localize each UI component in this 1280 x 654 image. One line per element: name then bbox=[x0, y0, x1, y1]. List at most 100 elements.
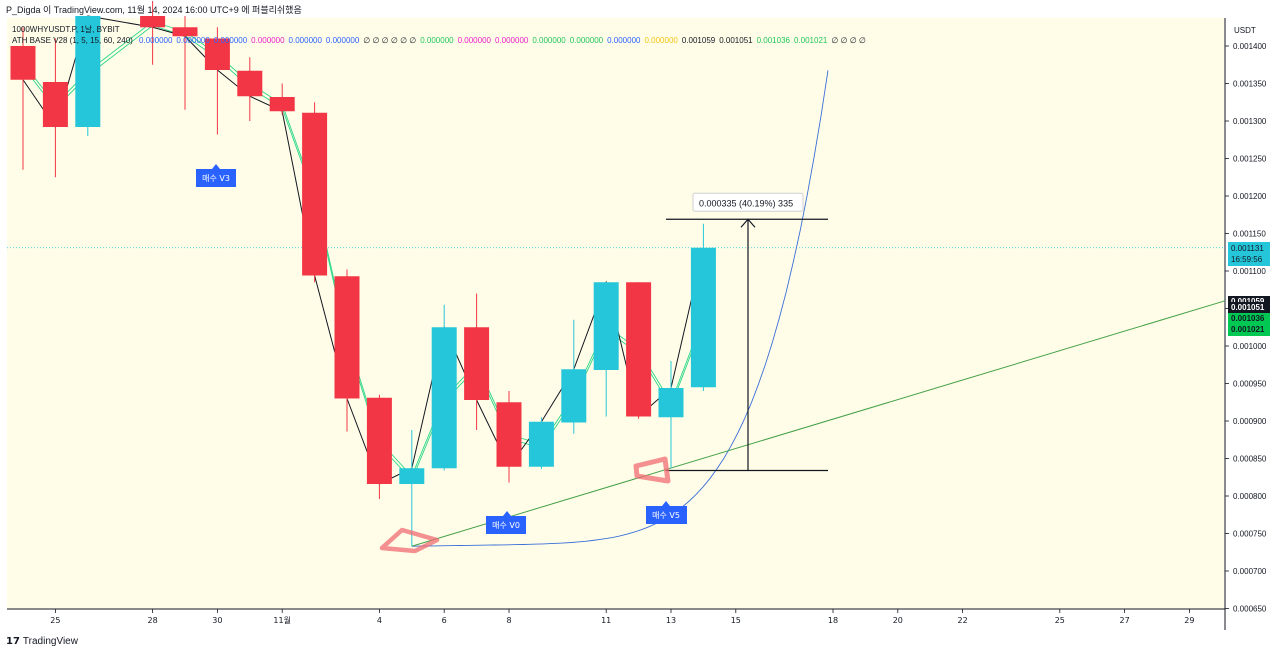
candle bbox=[140, 1, 166, 65]
hand-drawn-markers bbox=[379, 456, 671, 554]
y-tick-label: 0.000900 bbox=[1233, 417, 1267, 426]
candle-body bbox=[75, 16, 101, 127]
y-tick-label: 0.001000 bbox=[1233, 342, 1267, 351]
candle bbox=[10, 27, 36, 170]
brand-name: TradingView bbox=[22, 636, 78, 647]
candle bbox=[593, 282, 619, 417]
candle bbox=[237, 57, 263, 121]
x-tick-label: 27 bbox=[1120, 616, 1130, 625]
candle bbox=[172, 16, 198, 110]
candle-body bbox=[140, 16, 166, 28]
y-tick-label: 0.001150 bbox=[1233, 230, 1266, 239]
x-tick-label: 11월 bbox=[273, 615, 291, 625]
indicator-value: 0.000000 bbox=[494, 36, 529, 45]
indicator-value: ∅ ∅ ∅ ∅ bbox=[831, 36, 866, 45]
buy-label-v0: 매수 V0 bbox=[486, 511, 526, 534]
symbol-line: 1000WHYUSDT.P, 1날, BYBIT bbox=[12, 25, 120, 34]
indicator-value: 0.000000 bbox=[325, 36, 360, 45]
green-trendline bbox=[411, 300, 1226, 547]
measure-arrow-head bbox=[740, 218, 756, 228]
indicator-value: 0.001059 bbox=[681, 36, 716, 45]
candle-body bbox=[593, 282, 619, 370]
candle bbox=[302, 102, 328, 283]
indicator-value: 0.000000 bbox=[607, 36, 641, 45]
candle bbox=[366, 394, 392, 499]
indicator-value: 0.000000 bbox=[457, 36, 491, 45]
y-tick-label: 0.000650 bbox=[1233, 605, 1267, 614]
candle-body bbox=[690, 247, 716, 388]
candle bbox=[204, 27, 230, 135]
tradingview-logo-icon: 17 bbox=[6, 636, 20, 647]
blue-projection-curve bbox=[411, 70, 829, 547]
x-tick-label: 28 bbox=[148, 616, 158, 625]
candle-body bbox=[269, 97, 295, 112]
x-tick-label: 11 bbox=[601, 616, 611, 625]
candle-body bbox=[561, 369, 587, 423]
indicator-values: 0.000000 0.000000 0.000000 0.000000 0.000000… bbox=[139, 36, 870, 45]
indicator-legend: ATH BASE V28 (1, 5, 15, 60, 240) 0.00000… bbox=[12, 36, 874, 45]
price-range-measure[interactable]: 0.000335 (40.19%) 335 bbox=[666, 192, 828, 472]
candle-body bbox=[496, 402, 522, 467]
y-tick-label: 0.000950 bbox=[1233, 380, 1267, 389]
x-tick-label: 6 bbox=[442, 616, 447, 625]
candle-body bbox=[42, 82, 68, 127]
buy-labels: 매수 V3 매수 V0 매수 V5 bbox=[196, 164, 687, 534]
candle bbox=[464, 293, 490, 430]
x-tick-label: 25 bbox=[50, 616, 60, 625]
indicator-value: ∅ ∅ ∅ ∅ ∅ ∅ bbox=[363, 36, 417, 45]
symbol-legend: 1000WHYUSDT.P, 1날, BYBIT bbox=[12, 24, 120, 35]
x-tick-label: 8 bbox=[506, 616, 511, 625]
candle-body bbox=[658, 388, 684, 418]
measure-label-box bbox=[692, 192, 804, 212]
candle bbox=[690, 223, 716, 391]
candle-body bbox=[334, 276, 360, 399]
candle-body bbox=[237, 70, 263, 97]
y-tick-label: 0.001300 bbox=[1233, 117, 1267, 126]
indicator-value: 0.000000 bbox=[213, 36, 248, 45]
indicator-value: 0.000000 bbox=[644, 36, 678, 45]
candle-body bbox=[10, 46, 36, 80]
indicator-value: 0.000000 bbox=[420, 36, 454, 45]
candle-body bbox=[626, 282, 652, 417]
candle bbox=[496, 391, 522, 483]
publish-info: P_Digda 이 TradingView.com, 11월 14, 2024 … bbox=[6, 5, 302, 15]
y-tick-label: 0.001200 bbox=[1233, 192, 1267, 201]
current-price-tag: 0.001131 16:59:56 bbox=[1228, 242, 1270, 266]
candle bbox=[399, 430, 425, 547]
candle-body bbox=[366, 397, 392, 484]
axis-currency: USDT bbox=[1234, 26, 1256, 35]
indicator-name[interactable]: ATH BASE V28 (1, 5, 15, 60, 240) bbox=[12, 36, 133, 45]
indicator-value: 0.000000 bbox=[569, 36, 604, 45]
candle bbox=[658, 361, 684, 469]
candle-body bbox=[431, 327, 457, 469]
x-tick-label: 13 bbox=[666, 616, 676, 625]
candle bbox=[334, 269, 360, 432]
candle bbox=[431, 304, 457, 471]
candle bbox=[626, 282, 652, 419]
x-tick-label: 29 bbox=[1184, 616, 1194, 625]
buy-label-v3: 매수 V3 bbox=[196, 164, 236, 187]
x-tick-label: 18 bbox=[828, 616, 838, 625]
bar-countdown: 16:59:56 bbox=[1231, 255, 1263, 264]
indicator-price-tag: 0.001051 bbox=[1228, 301, 1270, 314]
candle-body bbox=[172, 27, 198, 37]
indicator-value: 0.000000 bbox=[139, 36, 173, 45]
x-tick-label: 20 bbox=[893, 616, 903, 625]
tradingview-brand[interactable]: 17 TradingView bbox=[6, 636, 78, 647]
y-tick-label: 0.001400 bbox=[1233, 42, 1267, 51]
buy-label-v5: 매수 V5 bbox=[646, 501, 687, 524]
indicator-value: 0.001051 bbox=[719, 36, 753, 45]
indicator-value: 0.000000 bbox=[532, 36, 566, 45]
y-tick-label: 0.001100 bbox=[1233, 267, 1266, 276]
time-axis[interactable]: 25 28 30 11월 4 6 8 11 13 15 18 20 22 25 27 29 bbox=[50, 609, 1194, 625]
y-tick-label: 0.000750 bbox=[1233, 530, 1267, 539]
candle bbox=[561, 319, 587, 434]
pink-arrow-marker bbox=[633, 456, 671, 484]
x-tick-label: 22 bbox=[958, 616, 968, 625]
indicator-price-tag: 0.001021 bbox=[1228, 324, 1270, 337]
y-tick-label: 0.000700 bbox=[1233, 567, 1267, 576]
x-tick-label: 4 bbox=[377, 616, 382, 625]
x-tick-label: 30 bbox=[212, 616, 222, 625]
indicator-value: 0.000000 bbox=[176, 36, 210, 45]
